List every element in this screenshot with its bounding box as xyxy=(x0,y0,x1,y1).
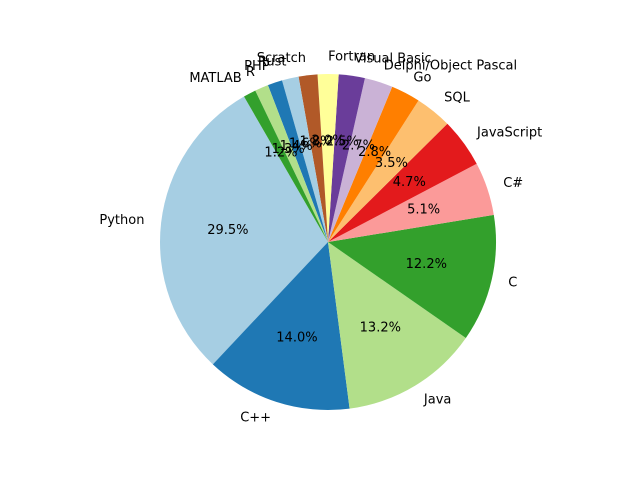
slice-percent-r: 1.3% xyxy=(272,142,305,157)
slice-percent-go: 2.8% xyxy=(358,145,391,160)
slice-label-php: PHP xyxy=(244,59,270,74)
slice-percent-php: 1.4% xyxy=(280,139,313,154)
pie-slice-sql xyxy=(328,100,448,243)
pie-slice-matlab xyxy=(244,90,328,242)
pie-slice-c xyxy=(328,214,497,339)
slice-percent-c: 12.2% xyxy=(406,257,447,272)
slice-label-c: C# xyxy=(503,176,523,191)
pie-slice-c xyxy=(212,242,350,411)
slice-label-visual-basic: Visual Basic xyxy=(354,52,431,67)
pie-slice-fortran xyxy=(317,74,339,242)
slice-label-python: Python xyxy=(99,213,144,228)
pie-slice-php xyxy=(267,80,328,242)
slice-percent-python: 29.5% xyxy=(207,223,248,238)
pie-slice-java xyxy=(328,242,466,409)
slice-percent-fortran: 2.0% xyxy=(312,134,345,149)
slice-label-r: R xyxy=(246,65,255,80)
slice-label-c: C xyxy=(508,275,517,290)
slice-percent-scratch: 1.8% xyxy=(299,134,332,149)
slice-percent-java: 13.2% xyxy=(360,321,401,336)
slice-percent-sql: 3.5% xyxy=(375,156,408,171)
slice-percent-matlab: 1.2% xyxy=(264,145,297,160)
slice-label-delphi-object-pascal: Delphi/Object Pascal xyxy=(384,58,517,73)
slice-percent-visual-basic: 2.5% xyxy=(326,135,359,150)
slice-label-matlab: MATLAB xyxy=(189,71,241,86)
slice-label-java: Java xyxy=(423,392,451,407)
slice-label-scratch: Scratch xyxy=(257,51,306,66)
pie-slice-javascript xyxy=(328,123,477,242)
pie-slice-c xyxy=(328,163,494,242)
slice-percent-rust: 1.6% xyxy=(289,136,322,151)
pie-slice-scratch xyxy=(298,74,328,242)
slice-label-rust: Rust xyxy=(258,54,287,69)
slice-percent-delphi-object-pascal: 2.7% xyxy=(342,138,375,153)
pie-slice-go xyxy=(328,86,419,242)
labels-layer: Python 29.5% C++ 14.0% Java 13.2% C 12.2% C# 5.1%… xyxy=(99,50,542,426)
slices-layer xyxy=(160,74,497,411)
pie-slice-visual-basic xyxy=(328,74,365,242)
pie-slice-delphi-object-pascal xyxy=(328,78,393,242)
slice-percent-c: 14.0% xyxy=(276,330,317,345)
slice-label-go: Go xyxy=(413,71,431,86)
slice-percent-javascript: 4.7% xyxy=(393,175,426,190)
slice-percent-c: 5.1% xyxy=(407,202,440,217)
pie-slice-python xyxy=(160,96,328,365)
slice-label-fortran: Fortran xyxy=(328,50,375,65)
slice-label-c: C++ xyxy=(240,410,271,425)
pie-slice-r xyxy=(255,85,328,242)
slice-label-sql: SQL xyxy=(444,91,470,106)
pie-slice-rust xyxy=(282,76,328,242)
slice-label-javascript: JavaScript xyxy=(476,125,542,140)
